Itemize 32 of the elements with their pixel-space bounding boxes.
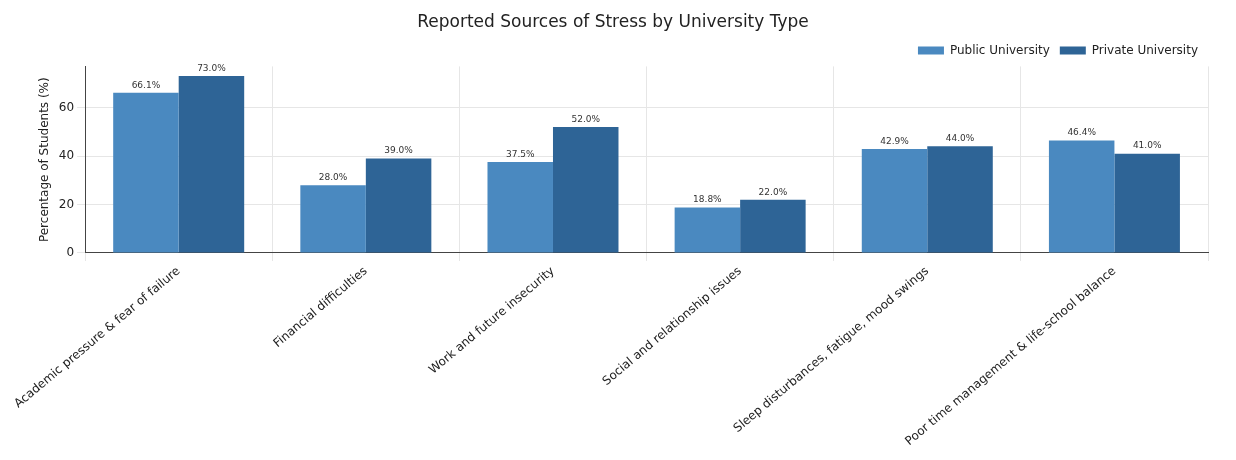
bar (740, 199, 806, 253)
data-label: 28.0% (318, 171, 348, 182)
y-tick-label: 60 (58, 99, 75, 114)
bar (927, 146, 993, 253)
chart-title: Reported Sources of Stress by University Type (417, 10, 809, 31)
bar (552, 126, 619, 253)
y-tick-label: 0 (66, 245, 75, 260)
bar (300, 185, 366, 253)
data-label: 22.0% (758, 186, 788, 197)
y-axis-title: Percentage of Students (%) (36, 77, 51, 243)
bar (1114, 153, 1180, 253)
data-label: 73.0% (197, 62, 227, 73)
data-label: 66.1% (131, 79, 161, 90)
bar (861, 149, 928, 253)
data-label: 42.9% (880, 135, 910, 146)
bar (178, 76, 245, 253)
y-tick-label: 40 (58, 148, 75, 163)
bar (1048, 140, 1115, 253)
data-label: 37.5% (505, 148, 535, 159)
bar (487, 162, 553, 253)
data-label: 18.8% (693, 194, 723, 205)
data-label: 46.4% (1067, 127, 1097, 138)
legend-label: Public University (949, 42, 1050, 57)
bar (113, 92, 179, 253)
data-label: 39.0% (384, 145, 414, 156)
data-label: 41.0% (1132, 140, 1162, 151)
data-label: 52.0% (571, 113, 601, 124)
bar (674, 207, 741, 253)
bar (365, 158, 432, 253)
legend-label: Private University (1091, 42, 1198, 57)
y-tick-label: 20 (58, 196, 75, 211)
data-label: 44.0% (945, 133, 975, 144)
